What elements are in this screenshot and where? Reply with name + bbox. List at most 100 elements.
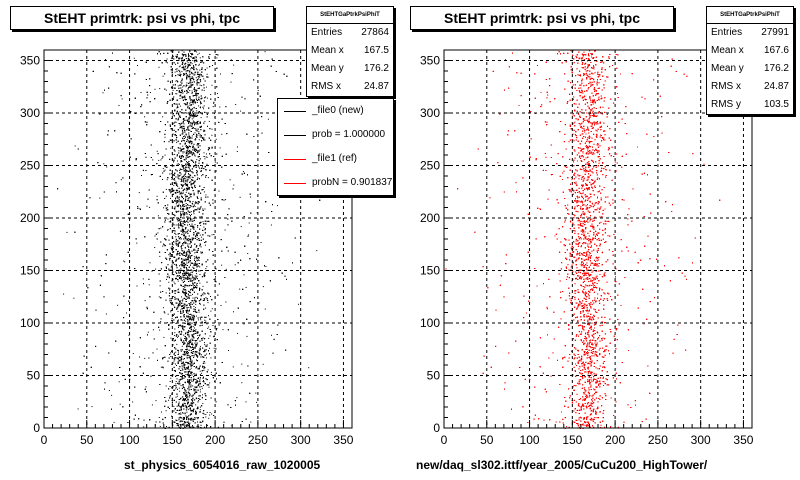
data-point bbox=[191, 154, 193, 156]
data-point bbox=[187, 229, 189, 231]
data-point bbox=[213, 101, 215, 103]
data-point bbox=[187, 381, 189, 383]
data-point bbox=[190, 56, 191, 58]
data-point bbox=[196, 350, 198, 352]
data-point bbox=[205, 194, 207, 196]
data-point bbox=[166, 322, 168, 324]
data-point bbox=[245, 401, 247, 403]
data-point bbox=[176, 275, 178, 277]
data-point bbox=[193, 317, 195, 319]
data-point bbox=[173, 183, 175, 184]
data-point bbox=[183, 215, 185, 217]
data-point bbox=[164, 154, 166, 156]
data-point bbox=[190, 87, 192, 88]
data-point bbox=[256, 212, 258, 214]
data-point bbox=[197, 356, 199, 358]
data-point bbox=[86, 251, 88, 252]
data-point bbox=[213, 279, 215, 280]
data-point bbox=[187, 399, 189, 401]
data-point bbox=[179, 171, 181, 173]
data-point bbox=[308, 367, 310, 369]
data-point bbox=[187, 374, 189, 375]
data-point bbox=[189, 80, 191, 82]
data-point bbox=[184, 263, 186, 265]
data-point bbox=[210, 374, 212, 375]
data-point bbox=[184, 159, 186, 161]
data-point bbox=[168, 257, 170, 259]
data-point bbox=[142, 278, 144, 280]
data-point bbox=[170, 311, 172, 313]
data-point bbox=[164, 136, 166, 138]
data-point bbox=[181, 367, 183, 369]
data-point bbox=[176, 191, 178, 193]
data-point bbox=[190, 180, 192, 182]
data-point bbox=[184, 240, 186, 242]
data-point bbox=[211, 234, 213, 236]
data-point bbox=[178, 69, 180, 71]
data-point bbox=[128, 128, 130, 130]
data-point bbox=[179, 105, 181, 107]
data-point bbox=[180, 356, 182, 358]
data-point bbox=[178, 413, 180, 415]
data-point bbox=[176, 405, 178, 407]
data-point bbox=[168, 281, 170, 283]
data-point bbox=[168, 275, 170, 277]
data-point bbox=[199, 266, 201, 268]
data-point bbox=[192, 318, 194, 320]
data-point bbox=[194, 95, 195, 96]
data-point bbox=[102, 92, 104, 94]
data-point bbox=[180, 200, 182, 202]
data-point bbox=[201, 387, 203, 389]
data-point bbox=[186, 355, 188, 357]
data-point bbox=[199, 73, 201, 75]
data-point bbox=[154, 247, 156, 248]
data-point bbox=[179, 390, 181, 392]
data-point bbox=[159, 285, 161, 287]
data-point bbox=[174, 71, 176, 73]
data-point bbox=[179, 406, 181, 408]
data-point bbox=[139, 356, 140, 358]
data-point bbox=[170, 197, 171, 199]
data-point bbox=[192, 177, 194, 179]
data-point bbox=[202, 189, 204, 190]
data-point bbox=[206, 411, 208, 413]
data-point bbox=[181, 71, 183, 73]
data-point bbox=[152, 329, 154, 331]
data-point bbox=[200, 317, 201, 319]
data-point bbox=[211, 413, 213, 415]
data-point bbox=[176, 298, 178, 300]
data-point bbox=[173, 405, 175, 407]
data-point bbox=[316, 250, 318, 252]
data-point bbox=[195, 404, 197, 406]
data-point bbox=[195, 139, 197, 141]
data-point bbox=[199, 234, 201, 236]
data-point bbox=[198, 139, 200, 141]
data-point bbox=[175, 80, 177, 82]
data-point bbox=[183, 334, 185, 336]
data-point bbox=[181, 157, 182, 159]
data-point bbox=[195, 201, 197, 203]
data-point bbox=[174, 134, 176, 136]
data-point bbox=[195, 285, 197, 287]
data-point bbox=[176, 56, 178, 57]
data-point bbox=[203, 78, 205, 80]
data-point bbox=[202, 221, 204, 223]
data-point bbox=[183, 181, 185, 183]
data-point bbox=[186, 362, 188, 363]
data-point bbox=[178, 218, 180, 220]
data-point bbox=[148, 284, 150, 286]
data-point bbox=[184, 137, 185, 139]
data-point bbox=[174, 335, 176, 336]
data-point bbox=[172, 89, 174, 91]
data-point bbox=[176, 163, 178, 165]
data-point bbox=[103, 163, 105, 165]
data-point bbox=[193, 256, 195, 258]
data-point bbox=[184, 183, 186, 185]
data-point bbox=[194, 418, 196, 420]
data-point bbox=[190, 331, 192, 332]
data-point bbox=[181, 96, 183, 98]
data-point bbox=[189, 124, 191, 126]
data-point bbox=[195, 91, 197, 93]
data-point bbox=[181, 306, 183, 307]
data-point bbox=[267, 118, 269, 120]
